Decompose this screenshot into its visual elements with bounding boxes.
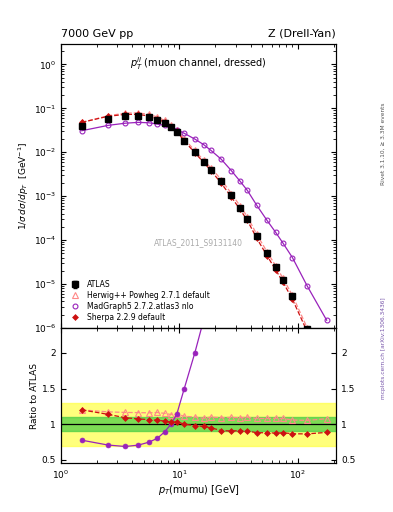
MadGraph5 2.7.2.atlas3 nlo [245,187,250,194]
Herwig++ Powheg 2.7.1 default [79,119,84,125]
Herwig++ Powheg 2.7.1 default [136,110,141,116]
Herwig++ Powheg 2.7.1 default [209,165,213,171]
Bar [61,403,336,445]
MadGraph5 2.7.2.atlas3 nlo [79,127,84,134]
Herwig++ Powheg 2.7.1 default [245,214,250,220]
MadGraph5 2.7.2.atlas3 nlo [209,147,213,154]
Herwig++ Powheg 2.7.1 default [155,114,160,120]
Herwig++ Powheg 2.7.1 default [182,136,187,142]
MadGraph5 2.7.2.atlas3 nlo [123,120,128,126]
MadGraph5 2.7.2.atlas3 nlo [324,317,329,323]
Herwig++ Powheg 2.7.1 default [265,249,270,255]
Text: Z (Drell-Yan): Z (Drell-Yan) [268,29,336,39]
Herwig++ Powheg 2.7.1 default [106,113,110,119]
Sherpa 2.2.9 default [79,119,84,125]
Herwig++ Powheg 2.7.1 default [174,126,179,133]
Sherpa 2.2.9 default [254,235,259,241]
Herwig++ Powheg 2.7.1 default [254,231,259,238]
MadGraph5 2.7.2.atlas3 nlo [155,121,160,127]
MadGraph5 2.7.2.atlas3 nlo [238,178,242,184]
MadGraph5 2.7.2.atlas3 nlo [146,120,151,126]
Sherpa 2.2.9 default [106,113,110,119]
MadGraph5 2.7.2.atlas3 nlo [201,141,206,147]
Sherpa 2.2.9 default [174,129,179,135]
Sherpa 2.2.9 default [324,366,329,372]
Sherpa 2.2.9 default [209,167,213,174]
MadGraph5 2.7.2.atlas3 nlo [193,136,197,142]
Herwig++ Powheg 2.7.1 default [169,122,173,128]
Herwig++ Powheg 2.7.1 default [305,325,310,331]
MadGraph5 2.7.2.atlas3 nlo [305,283,310,289]
Sherpa 2.2.9 default [265,253,270,259]
MadGraph5 2.7.2.atlas3 nlo [290,254,295,261]
Herwig++ Powheg 2.7.1 default [201,157,206,163]
Text: ATLAS_2011_S9131140: ATLAS_2011_S9131140 [154,238,243,247]
Herwig++ Powheg 2.7.1 default [281,275,285,282]
Text: Rivet 3.1.10, ≥ 3.3M events: Rivet 3.1.10, ≥ 3.3M events [381,102,386,185]
Herwig++ Powheg 2.7.1 default [219,177,224,183]
MadGraph5 2.7.2.atlas3 nlo [254,202,259,208]
Line: Sherpa 2.2.9 default: Sherpa 2.2.9 default [80,112,329,371]
Sherpa 2.2.9 default [238,206,242,212]
Herwig++ Powheg 2.7.1 default [193,147,197,154]
Sherpa 2.2.9 default [229,194,234,200]
Text: mcplots.cern.ch [arXiv:1306.3436]: mcplots.cern.ch [arXiv:1306.3436] [381,297,386,399]
X-axis label: $p_T$(mumu) [GeV]: $p_T$(mumu) [GeV] [158,483,239,497]
MadGraph5 2.7.2.atlas3 nlo [229,167,234,174]
Line: MadGraph5 2.7.2.atlas3 nlo: MadGraph5 2.7.2.atlas3 nlo [79,120,329,323]
MadGraph5 2.7.2.atlas3 nlo [182,130,187,136]
Herwig++ Powheg 2.7.1 default [229,190,234,197]
Sherpa 2.2.9 default [162,119,167,125]
Sherpa 2.2.9 default [305,329,310,335]
Sherpa 2.2.9 default [219,180,224,186]
MadGraph5 2.7.2.atlas3 nlo [136,119,141,125]
Sherpa 2.2.9 default [201,159,206,165]
Sherpa 2.2.9 default [169,124,173,130]
Sherpa 2.2.9 default [182,138,187,144]
Sherpa 2.2.9 default [123,111,128,117]
MadGraph5 2.7.2.atlas3 nlo [219,156,224,162]
Sherpa 2.2.9 default [273,267,278,273]
Y-axis label: Ratio to ATLAS: Ratio to ATLAS [30,362,39,429]
Herwig++ Powheg 2.7.1 default [162,117,167,123]
Herwig++ Powheg 2.7.1 default [273,263,278,269]
MadGraph5 2.7.2.atlas3 nlo [174,126,179,133]
Text: $p_T^{ll}$ (muon channel, dressed): $p_T^{ll}$ (muon channel, dressed) [130,55,267,72]
MadGraph5 2.7.2.atlas3 nlo [162,122,167,129]
Herwig++ Powheg 2.7.1 default [238,203,242,209]
Sherpa 2.2.9 default [146,113,151,119]
Herwig++ Powheg 2.7.1 default [146,111,151,117]
Herwig++ Powheg 2.7.1 default [324,362,329,369]
MadGraph5 2.7.2.atlas3 nlo [281,240,285,246]
Herwig++ Powheg 2.7.1 default [123,110,128,116]
Sherpa 2.2.9 default [155,116,160,122]
MadGraph5 2.7.2.atlas3 nlo [265,218,270,224]
Sherpa 2.2.9 default [193,150,197,156]
MadGraph5 2.7.2.atlas3 nlo [169,124,173,131]
Sherpa 2.2.9 default [245,218,250,224]
Y-axis label: $1/\sigma\,d\sigma/dp_T$  [GeV$^{-1}$]: $1/\sigma\,d\sigma/dp_T$ [GeV$^{-1}$] [17,142,31,230]
Text: 7000 GeV pp: 7000 GeV pp [61,29,133,39]
Sherpa 2.2.9 default [136,111,141,117]
Sherpa 2.2.9 default [290,296,295,302]
Legend: ATLAS, Herwig++ Powheg 2.7.1 default, MadGraph5 2.7.2.atlas3 nlo, Sherpa 2.2.9 d: ATLAS, Herwig++ Powheg 2.7.1 default, Ma… [65,278,212,324]
MadGraph5 2.7.2.atlas3 nlo [273,229,278,236]
Line: Herwig++ Powheg 2.7.1 default: Herwig++ Powheg 2.7.1 default [79,110,329,368]
Bar [61,417,336,431]
Sherpa 2.2.9 default [281,279,285,285]
MadGraph5 2.7.2.atlas3 nlo [106,122,110,129]
Herwig++ Powheg 2.7.1 default [290,292,295,298]
